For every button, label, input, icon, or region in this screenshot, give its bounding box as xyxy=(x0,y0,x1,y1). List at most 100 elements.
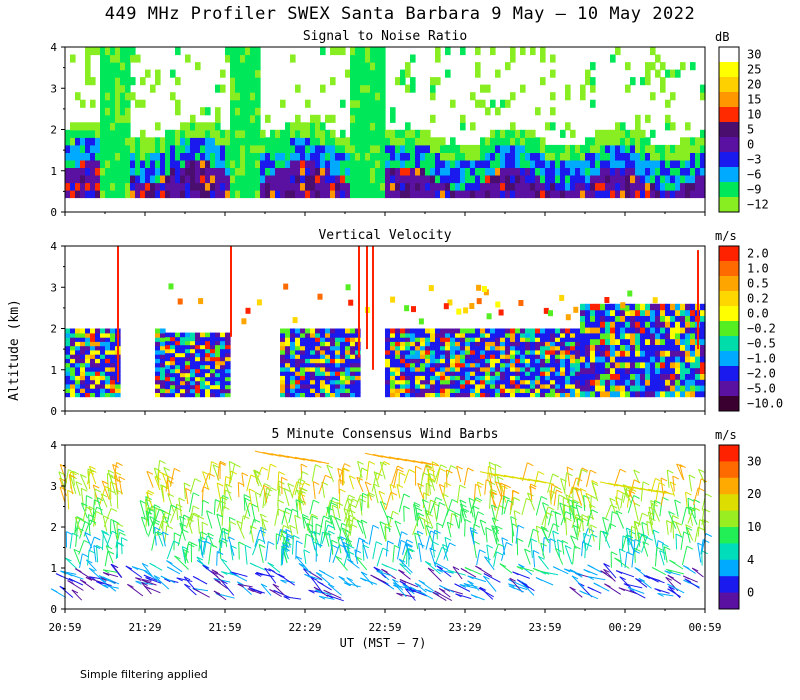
velocity-cell xyxy=(315,332,321,338)
velocity-cell xyxy=(435,332,441,338)
snr-cell xyxy=(485,167,491,176)
velocity-cell xyxy=(460,337,466,342)
wind-barb-flag xyxy=(343,467,350,472)
wind-barb-flag xyxy=(166,566,174,571)
snr-cell xyxy=(215,190,221,199)
snr-cell xyxy=(365,47,371,56)
snr-cell xyxy=(660,84,666,93)
snr-cell xyxy=(520,175,526,184)
wind-barb xyxy=(223,476,227,495)
velocity-cell xyxy=(325,371,331,376)
velocity-cell xyxy=(430,337,436,342)
velocity-cell xyxy=(635,385,641,392)
wind-barb xyxy=(637,532,641,547)
velocity-cell xyxy=(590,309,596,316)
wind-barb xyxy=(633,521,637,541)
snr-cell xyxy=(105,129,111,138)
snr-cell xyxy=(260,144,266,153)
velocity-cell xyxy=(185,336,191,342)
snr-cell xyxy=(360,62,366,71)
snr-cell xyxy=(125,175,131,184)
snr-cell xyxy=(600,182,606,191)
snr-cell xyxy=(685,175,691,184)
velocity-cell xyxy=(660,338,666,345)
wind-barb xyxy=(337,468,342,485)
snr-cell xyxy=(430,190,436,199)
velocity-cell xyxy=(355,379,361,385)
wind-barb xyxy=(219,500,223,518)
wind-barb-flag xyxy=(432,591,440,596)
velocity-cell xyxy=(600,303,606,311)
snr-cell xyxy=(155,167,161,176)
velocity-cell xyxy=(285,354,291,359)
wind-barb-flag xyxy=(84,521,92,526)
wind-barb xyxy=(399,563,412,575)
velocity-cell xyxy=(220,376,226,382)
velocity-cell xyxy=(685,361,691,369)
snr-cell xyxy=(400,190,406,199)
snr-cell xyxy=(585,167,591,176)
wind-barb-flag xyxy=(629,589,636,594)
wind-barb-flag xyxy=(201,521,209,526)
wind-barb-flag xyxy=(167,479,174,484)
velocity-cell xyxy=(170,336,176,342)
wind-barb xyxy=(198,531,202,552)
velocity-cell xyxy=(295,383,301,389)
snr-cell xyxy=(130,47,136,56)
snr-cell xyxy=(670,182,676,191)
snr-cell xyxy=(640,167,646,176)
wind-barb-flag xyxy=(96,497,104,502)
snr-cell xyxy=(245,114,251,123)
wind-barb-flag xyxy=(267,541,275,546)
velocity-cell xyxy=(410,341,416,347)
wind-barb-flag xyxy=(317,580,324,585)
velocity-cell xyxy=(385,328,391,334)
velocity-cell xyxy=(385,362,391,368)
snr-cell xyxy=(480,99,486,108)
snr-cell xyxy=(690,62,696,71)
snr-cell xyxy=(220,182,226,191)
snr-cell xyxy=(85,77,91,86)
wind-barb-flag xyxy=(512,571,519,576)
wind-barb-flag xyxy=(174,467,181,472)
snr-cell xyxy=(250,129,256,138)
velocity-cell xyxy=(580,350,586,357)
snr-cell xyxy=(120,175,126,184)
snr-cell xyxy=(505,152,511,161)
velocity-cell xyxy=(485,354,491,359)
velocity-cell xyxy=(630,350,636,357)
wind-barb-flag xyxy=(295,499,303,504)
wind-barb-flag xyxy=(121,537,128,542)
velocity-cell xyxy=(525,341,531,347)
velocity-cell xyxy=(340,383,346,389)
velocity-cell xyxy=(345,358,351,364)
wind-barb-flag xyxy=(373,483,380,488)
snr-cell xyxy=(145,144,151,153)
velocity-cell xyxy=(460,349,466,355)
wind-barb xyxy=(623,583,643,589)
snr-cell xyxy=(125,99,131,108)
snr-cell xyxy=(565,175,571,184)
velocity-cell xyxy=(630,338,636,345)
wind-barb-flag xyxy=(570,535,577,540)
wind-barb-flag xyxy=(538,555,545,560)
snr-cell xyxy=(160,144,166,153)
velocity-cell xyxy=(400,392,406,398)
snr-cell xyxy=(370,159,376,168)
velocity-cell xyxy=(300,379,306,385)
snr-cell xyxy=(660,144,666,153)
snr-cell xyxy=(370,144,376,153)
velocity-cell xyxy=(680,332,686,340)
velocity-cell xyxy=(95,358,101,364)
snr-cell xyxy=(295,167,301,176)
wind-barb-flag xyxy=(581,514,589,519)
wind-barb-flag xyxy=(660,477,668,482)
velocity-cell xyxy=(215,380,221,386)
snr-cell xyxy=(320,47,326,56)
snr-cell xyxy=(695,144,701,153)
snr-cell xyxy=(330,144,336,153)
snr-cell xyxy=(175,129,181,138)
snr-cell xyxy=(365,137,371,146)
wind-barb-flag xyxy=(672,520,680,525)
velocity-cell xyxy=(481,286,487,292)
